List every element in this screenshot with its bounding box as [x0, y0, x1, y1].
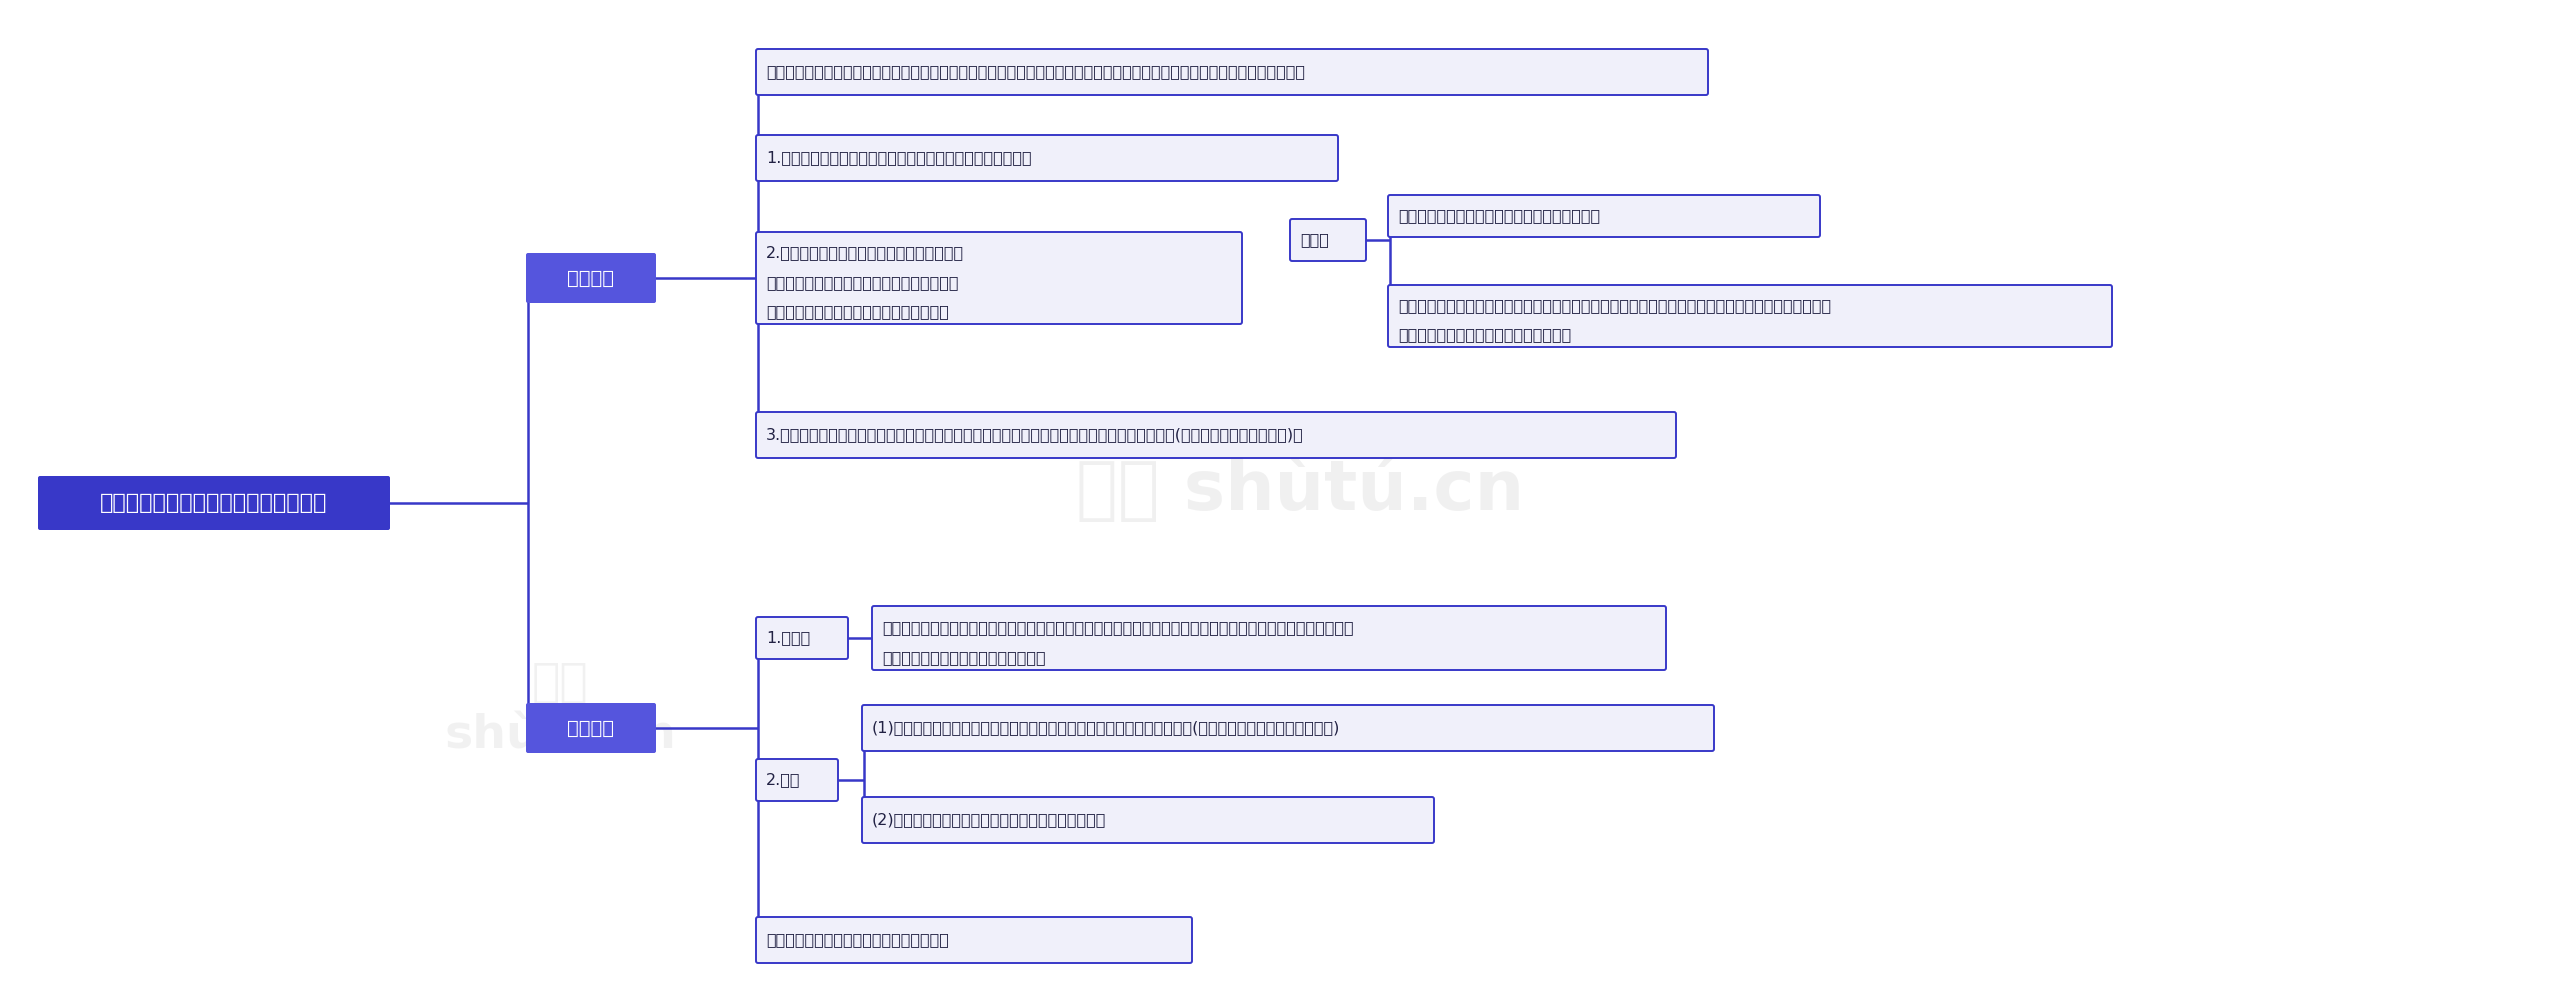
Text: 例如，甲涉嫌受贿罪被捕后，司法机关发现受贿罪不成立。此时，甲又主动供述新的受贿罪事实。该事: 例如，甲涉嫌受贿罪被捕后，司法机关发现受贿罪不成立。此时，甲又主动供述新的受贿罪…	[1398, 298, 1830, 313]
Text: 罪行，可以酵情从轻处罚，但不属于自首。: 罪行，可以酵情从轻处罚，但不属于自首。	[765, 304, 950, 319]
Text: 不要求前后罪应当判处有期徒刑以上刑罚。: 不要求前后罪应当判处有期徒刑以上刑罚。	[765, 932, 950, 948]
FancyBboxPatch shape	[1388, 195, 1820, 237]
Text: 1.概念：: 1.概念：	[765, 630, 812, 645]
FancyBboxPatch shape	[38, 476, 389, 530]
Text: 者判决确定的罪行属不同种罪行。如果是同种: 者判决确定的罪行属不同种罪行。如果是同种	[765, 275, 957, 290]
FancyBboxPatch shape	[525, 703, 655, 753]
Text: 树图
shùtú.cn: 树图 shùtú.cn	[443, 662, 676, 758]
Text: 特别自首是指被采取强制措施的犯罪嫌疑人、被告人或者正在服刑的罪犯，如实供述司法机关还未掌握的本人其他罪行的行为。: 特别自首是指被采取强制措施的犯罪嫌疑人、被告人或者正在服刑的罪犯，如实供述司法机…	[765, 64, 1306, 80]
FancyBboxPatch shape	[863, 705, 1715, 751]
FancyBboxPatch shape	[755, 412, 1677, 458]
Text: (1)前后罪都是危害国家安全罪、恐怖活动犯罪或黑社会性质的组织犯罪。(后两种系《刑法修正案八》增加): (1)前后罪都是危害国家安全罪、恐怖活动犯罪或黑社会性质的组织犯罪。(后两种系《…	[873, 720, 1341, 735]
Text: 2.如实供述的罪行必须与司法机关已掌握的或: 2.如实供述的罪行必须与司法机关已掌握的或	[765, 246, 965, 261]
Text: 《刑法》知识点：特别自首和特别累犯: 《刑法》知识点：特别自首和特别累犯	[100, 493, 328, 513]
FancyBboxPatch shape	[1290, 219, 1367, 261]
FancyBboxPatch shape	[755, 759, 837, 801]
FancyBboxPatch shape	[755, 135, 1339, 181]
FancyBboxPatch shape	[755, 617, 847, 659]
Text: 注意：: 注意：	[1300, 233, 1329, 248]
FancyBboxPatch shape	[755, 917, 1193, 963]
Text: 3.「强制措施」包括拘传、取保候审、监视居住、拘留和逐捕等刑事强制措施，还包括行政拘留(有利于行为人的类推解释)。: 3.「强制措施」包括拘传、取保候审、监视居住、拘留和逐捕等刑事强制措施，还包括行…	[765, 428, 1303, 442]
Text: 实是司法机关尚未掌握的，甲构成自首。: 实是司法机关尚未掌握的，甲构成自首。	[1398, 327, 1572, 342]
FancyBboxPatch shape	[1388, 285, 2112, 347]
FancyBboxPatch shape	[863, 797, 1434, 843]
Text: 特别累犯: 特别累犯	[568, 719, 614, 737]
FancyBboxPatch shape	[873, 606, 1667, 670]
Text: 树图 shùtú.cn: 树图 shùtú.cn	[1075, 456, 1523, 524]
Text: 司法机关已掌握的罪行必须是证明成立的罪行。: 司法机关已掌握的罪行必须是证明成立的罪行。	[1398, 208, 1600, 224]
Text: 被判处危害国家安全罪、恐怖活动犯罪、黑社会性质的组织犯罪的犯罪分子在刑罚执行完毕或者赦免以后，在任: 被判处危害国家安全罪、恐怖活动犯罪、黑社会性质的组织犯罪的犯罪分子在刑罚执行完毕…	[883, 620, 1354, 635]
Text: 1.如实供述的罪行必须是司法机关还未掌握的本人其他罪行。: 1.如实供述的罪行必须是司法机关还未掌握的本人其他罪行。	[765, 150, 1032, 165]
Text: 何时候再犯上述任一类罪的犯罪分子。: 何时候再犯上述任一类罪的犯罪分子。	[883, 650, 1044, 665]
FancyBboxPatch shape	[755, 232, 1242, 324]
FancyBboxPatch shape	[755, 49, 1708, 95]
FancyBboxPatch shape	[525, 253, 655, 303]
Text: 特别自首: 特别自首	[568, 269, 614, 288]
Text: 2.条件: 2.条件	[765, 772, 801, 787]
Text: (2)后罪发生在前罪刑罚执行完毕或赦免后任何时间。: (2)后罪发生在前罪刑罚执行完毕或赦免后任何时间。	[873, 813, 1106, 828]
